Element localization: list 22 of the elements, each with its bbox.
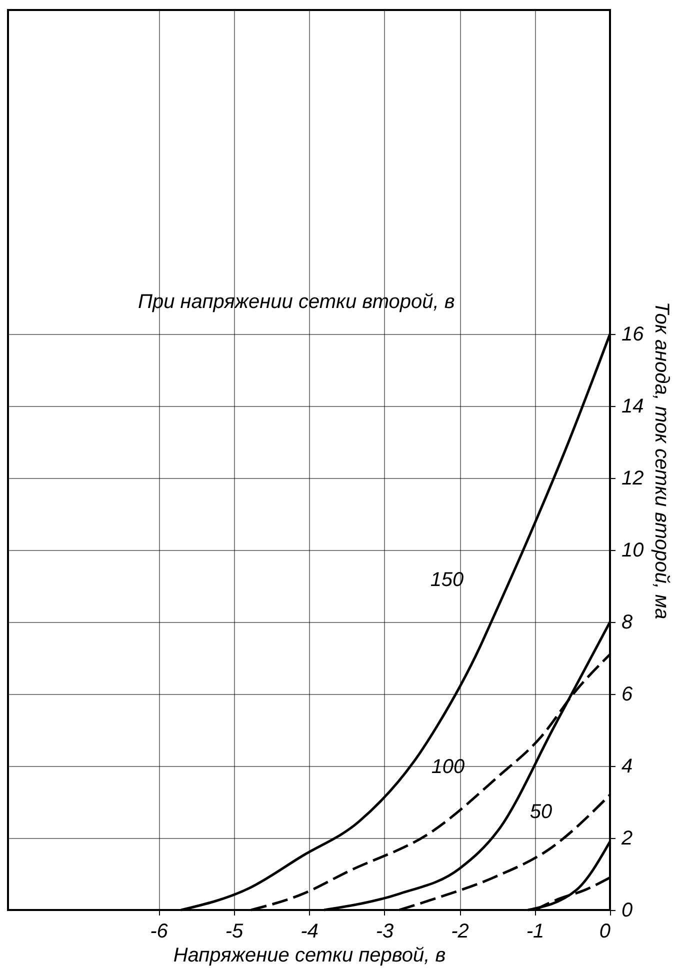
y-tick-label: 10 [622, 540, 644, 562]
annotation: 50 [530, 801, 552, 823]
x-tick-label: -5 [225, 920, 244, 942]
y-tick-label: 8 [622, 612, 633, 634]
x-tick-label: -2 [451, 920, 469, 942]
y-tick-label: 6 [622, 684, 634, 706]
annotation: 100 [431, 756, 465, 778]
y-tick-label: 4 [622, 756, 633, 778]
y-tick-label: 16 [622, 324, 645, 346]
y-tick-label: 2 [620, 828, 633, 850]
x-tick-label: -4 [300, 920, 318, 942]
y-tick-label: 0 [622, 900, 633, 922]
x-tick-label: -6 [150, 920, 169, 942]
x-tick-label: -1 [526, 920, 544, 942]
y-axis-title: Ток анода, ток сетки второй, ма [650, 302, 673, 620]
x-tick-label: 0 [599, 920, 610, 942]
x-axis-title: Напряжение сетки первой, в [173, 944, 446, 966]
y-tick-label: 14 [622, 396, 644, 418]
x-tick-label: -3 [376, 920, 394, 942]
annotation: 150 [430, 569, 464, 591]
annotation: При напряжении сетки второй, в [138, 291, 455, 313]
y-tick-label: 12 [622, 468, 644, 490]
